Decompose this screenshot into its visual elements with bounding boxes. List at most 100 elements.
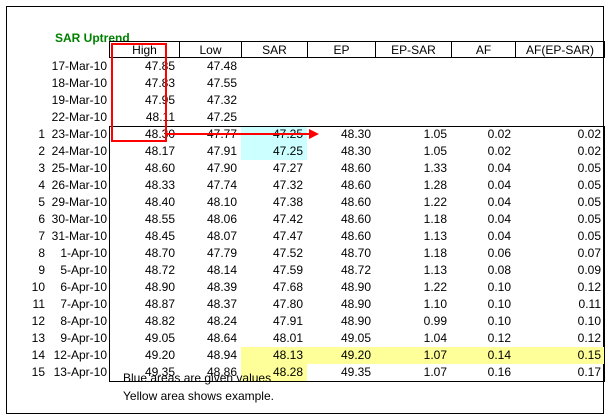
cell-high[interactable]: 48.45 xyxy=(144,229,175,243)
cell-ep[interactable]: 48.60 xyxy=(340,212,371,226)
cell-ep[interactable]: 48.30 xyxy=(340,127,371,141)
cell-date[interactable]: 26-Mar-10 xyxy=(51,178,107,192)
cell-ep[interactable]: 48.30 xyxy=(340,144,371,158)
cell-idx[interactable]: 11 xyxy=(32,297,45,311)
cell-ep[interactable]: 48.60 xyxy=(340,229,371,243)
cell-sar[interactable]: 47.42 xyxy=(272,212,303,226)
header-cell-af[interactable]: AF xyxy=(451,41,515,58)
cell-af-ep-sar[interactable]: 0.02 xyxy=(577,127,601,141)
cell-ep[interactable]: 49.35 xyxy=(340,365,371,379)
header-cell-sar[interactable]: SAR xyxy=(241,41,307,58)
cell-sar[interactable]: 47.52 xyxy=(272,246,303,260)
cell-af-ep-sar[interactable]: 0.09 xyxy=(577,263,601,277)
cell-low[interactable]: 48.39 xyxy=(206,280,237,294)
cell-high[interactable]: 48.70 xyxy=(144,246,175,260)
cell-date[interactable]: 13-Apr-10 xyxy=(53,365,107,379)
cell-low[interactable]: 48.07 xyxy=(206,229,237,243)
cell-date[interactable]: 7-Apr-10 xyxy=(60,297,107,311)
cell-ep[interactable]: 48.90 xyxy=(340,297,371,311)
cell-low[interactable]: 47.90 xyxy=(206,161,237,175)
cell-idx[interactable]: 4 xyxy=(38,178,45,192)
cell-date[interactable]: 8-Apr-10 xyxy=(60,314,107,328)
header-cell-ep-sar[interactable]: EP-SAR xyxy=(375,41,451,58)
cell-sar[interactable]: 47.27 xyxy=(272,161,303,175)
cell-low[interactable]: 47.79 xyxy=(206,246,237,260)
cell-ep-sar[interactable]: 1.07 xyxy=(375,347,451,364)
cell-ep-sar[interactable]: 1.33 xyxy=(423,161,447,175)
cell-high[interactable]: 48.60 xyxy=(144,161,175,175)
cell-high[interactable]: 47.83 xyxy=(144,76,175,90)
cell-date[interactable]: 24-Mar-10 xyxy=(51,144,107,158)
cell-low[interactable]: 48.64 xyxy=(206,331,237,345)
cell-date[interactable]: 31-Mar-10 xyxy=(51,229,107,243)
cell-date[interactable]: 17-Mar-10 xyxy=(51,59,107,73)
cell-low[interactable]: 47.48 xyxy=(206,59,237,73)
header-cell-high[interactable]: High xyxy=(109,41,179,58)
cell-af[interactable]: 0.04 xyxy=(487,212,511,226)
cell-high[interactable]: 48.33 xyxy=(144,178,175,192)
cell-idx[interactable]: 9 xyxy=(38,263,45,277)
cell-sar[interactable]: 48.28 xyxy=(241,364,307,381)
cell-af-ep-sar[interactable]: 0.17 xyxy=(577,365,601,379)
cell-af[interactable]: 0.02 xyxy=(487,144,511,158)
cell-ep[interactable]: 48.90 xyxy=(340,314,371,328)
cell-low[interactable]: 47.74 xyxy=(206,178,237,192)
cell-date[interactable]: 1-Apr-10 xyxy=(60,246,107,260)
cell-date[interactable]: 22-Mar-10 xyxy=(51,110,107,124)
cell-low[interactable]: 48.06 xyxy=(206,212,237,226)
cell-idx[interactable]: 15 xyxy=(31,365,45,379)
cell-ep[interactable]: 48.72 xyxy=(340,263,371,277)
cell-ep-sar[interactable]: 1.18 xyxy=(423,246,447,260)
cell-low[interactable]: 48.24 xyxy=(206,314,237,328)
cell-high[interactable]: 48.87 xyxy=(144,297,175,311)
cell-ep[interactable]: 48.60 xyxy=(340,195,371,209)
cell-idx[interactable]: 6 xyxy=(38,212,45,226)
cell-high[interactable]: 49.20 xyxy=(144,348,175,362)
cell-high[interactable]: 49.05 xyxy=(144,331,175,345)
cell-af-ep-sar[interactable]: 0.05 xyxy=(577,195,601,209)
cell-sar[interactable]: 47.59 xyxy=(272,263,303,277)
cell-af-ep-sar[interactable]: 0.12 xyxy=(577,280,601,294)
cell-high[interactable]: 48.17 xyxy=(144,144,175,158)
cell-date[interactable]: 25-Mar-10 xyxy=(51,161,107,175)
cell-high[interactable]: 48.30 xyxy=(144,127,175,141)
cell-af[interactable]: 0.02 xyxy=(487,127,511,141)
cell-ep-sar[interactable]: 1.22 xyxy=(423,195,447,209)
cell-idx[interactable]: 12 xyxy=(31,314,45,328)
cell-low[interactable]: 47.55 xyxy=(206,76,237,90)
cell-idx[interactable]: 14 xyxy=(31,348,45,362)
cell-idx[interactable]: 8 xyxy=(38,246,45,260)
cell-high[interactable]: 48.55 xyxy=(144,212,175,226)
cell-idx[interactable]: 1 xyxy=(38,127,45,141)
cell-date[interactable]: 9-Apr-10 xyxy=(60,331,107,345)
cell-ep-sar[interactable]: 1.05 xyxy=(423,127,447,141)
cell-sar[interactable]: 47.25 xyxy=(241,143,307,160)
cell-af-ep-sar[interactable]: 0.11 xyxy=(578,297,601,311)
cell-sar[interactable]: 47.68 xyxy=(272,280,303,294)
cell-high[interactable]: 48.11 xyxy=(145,110,175,124)
cell-af[interactable]: 0.10 xyxy=(487,297,511,311)
cell-sar[interactable]: 47.32 xyxy=(272,178,303,192)
cell-af-ep-sar[interactable]: 0.12 xyxy=(577,331,601,345)
cell-af[interactable]: 0.10 xyxy=(487,314,511,328)
cell-high[interactable]: 48.82 xyxy=(144,314,175,328)
cell-ep-sar[interactable]: 1.05 xyxy=(423,144,447,158)
cell-low[interactable]: 48.94 xyxy=(206,348,237,362)
cell-ep-sar[interactable]: 0.99 xyxy=(423,314,447,328)
cell-low[interactable]: 47.32 xyxy=(206,93,237,107)
cell-date[interactable]: 29-Mar-10 xyxy=(51,195,107,209)
cell-sar[interactable]: 47.91 xyxy=(272,314,303,328)
cell-idx[interactable]: 3 xyxy=(38,161,45,175)
cell-date[interactable]: 6-Apr-10 xyxy=(60,280,107,294)
cell-low[interactable]: 48.10 xyxy=(206,195,237,209)
cell-date[interactable]: 18-Mar-10 xyxy=(51,76,107,90)
cell-low[interactable]: 47.25 xyxy=(206,110,237,124)
cell-ep[interactable]: 48.90 xyxy=(340,280,371,294)
cell-sar[interactable]: 48.13 xyxy=(241,347,307,364)
cell-ep[interactable]: 48.60 xyxy=(340,161,371,175)
cell-ep-sar[interactable]: 1.28 xyxy=(423,178,447,192)
cell-ep[interactable]: 49.05 xyxy=(340,331,371,345)
cell-date[interactable]: 23-Mar-10 xyxy=(51,127,107,141)
cell-af[interactable]: 0.04 xyxy=(487,161,511,175)
cell-ep-sar[interactable]: 1.13 xyxy=(423,263,447,277)
